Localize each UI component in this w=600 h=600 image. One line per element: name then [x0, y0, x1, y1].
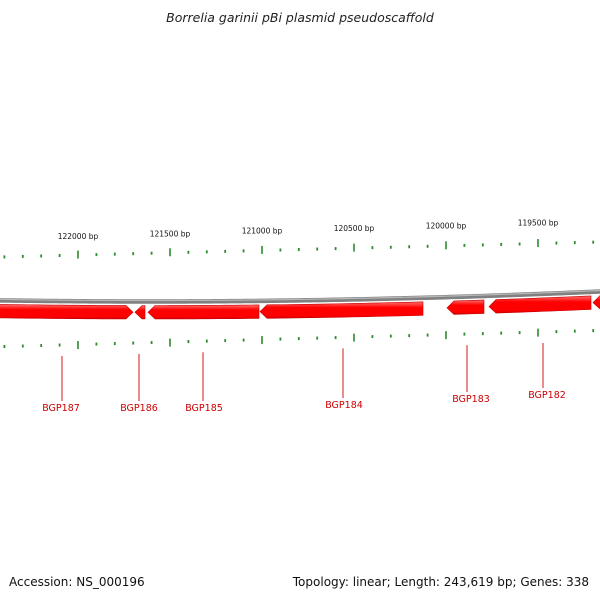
outer-minor-tick: [334, 247, 337, 251]
inner-minor-tick: [316, 336, 319, 340]
outer-minor-tick: [58, 254, 61, 258]
summary-text: Topology: linear; Length: 243,619 bp; Ge…: [292, 575, 589, 589]
outer-minor-tick: [150, 251, 153, 255]
outer-major-tick: [169, 248, 171, 257]
inner-minor-tick: [150, 341, 153, 345]
inner-minor-tick: [481, 332, 484, 336]
tick-label: 119500 bp: [518, 219, 559, 228]
inner-minor-tick: [592, 329, 595, 333]
outer-minor-tick: [279, 248, 282, 252]
inner-minor-tick: [408, 334, 411, 338]
inner-major-tick: [169, 338, 171, 347]
inner-minor-tick: [40, 344, 43, 348]
gene-label: BGP185: [185, 403, 223, 414]
inner-minor-tick: [389, 334, 392, 338]
outer-minor-tick: [95, 253, 98, 257]
gene-arrow: [134, 305, 146, 320]
backbone-highlight: [0, 289, 600, 302]
tick-label: 120500 bp: [334, 224, 375, 233]
tick-label: 120000 bp: [426, 221, 467, 230]
inner-minor-tick: [426, 333, 429, 337]
inner-major-tick: [77, 341, 79, 350]
inner-minor-tick: [242, 338, 245, 342]
inner-minor-tick: [297, 337, 300, 341]
outer-major-tick: [353, 243, 355, 252]
gene-label: BGP184: [325, 400, 363, 411]
inner-minor-tick: [224, 339, 227, 343]
tick-label: 121500 bp: [150, 229, 191, 238]
inner-minor-tick: [500, 331, 503, 335]
outer-minor-tick: [555, 241, 558, 245]
outer-tick-track: 122000 bp 121500 bp 121000 bp 120500 bp 1200…: [3, 219, 595, 259]
plasmid-backbone: [0, 289, 600, 304]
outer-minor-tick: [132, 252, 135, 256]
map-title: Borrelia garinii pBi plasmid pseudoscaff…: [166, 10, 434, 25]
outer-minor-tick: [408, 245, 411, 249]
inner-minor-tick: [371, 335, 374, 339]
accession-text: Accession: NS_000196: [9, 575, 145, 589]
gene-label: BGP187: [42, 403, 80, 414]
inner-minor-tick: [58, 343, 61, 347]
outer-minor-tick: [187, 250, 190, 254]
inner-minor-tick: [95, 342, 98, 346]
outer-minor-tick: [573, 241, 576, 245]
outer-minor-tick: [426, 244, 429, 248]
gene-arrow: [592, 295, 600, 310]
inner-minor-tick: [573, 329, 576, 333]
inner-tick-track: [3, 328, 595, 350]
gene-label: BGP182: [528, 390, 566, 401]
outer-minor-tick: [3, 255, 6, 259]
inner-major-tick: [537, 328, 539, 337]
inner-minor-tick: [187, 340, 190, 344]
inner-major-tick: [445, 331, 447, 340]
inner-minor-tick: [463, 332, 466, 336]
outer-minor-tick: [242, 249, 245, 253]
inner-minor-tick: [132, 341, 135, 345]
gene-arrow: [259, 301, 424, 319]
outer-major-tick: [77, 250, 79, 259]
tick-label: 121000 bp: [242, 227, 283, 236]
gene-track: [0, 295, 600, 320]
inner-major-tick: [261, 336, 263, 345]
tick-label: 122000 bp: [58, 232, 99, 241]
outer-minor-tick: [21, 254, 24, 258]
outer-minor-tick: [205, 250, 208, 254]
inner-minor-tick: [205, 339, 208, 343]
gene-labels: BGP187 BGP186 BGP185 BGP184 BGP183 BGP182: [42, 343, 566, 414]
outer-minor-tick: [40, 254, 43, 258]
inner-minor-tick: [555, 330, 558, 334]
gene-arrow: [488, 295, 592, 314]
outer-minor-tick: [481, 243, 484, 247]
outer-minor-tick: [518, 242, 521, 246]
outer-minor-tick: [113, 252, 116, 256]
inner-minor-tick: [518, 331, 521, 335]
outer-minor-tick: [316, 247, 319, 251]
gene-arrow: [0, 304, 134, 320]
gene-label: BGP183: [452, 394, 490, 405]
outer-minor-tick: [371, 246, 374, 250]
outer-major-tick: [537, 239, 539, 248]
inner-minor-tick: [3, 345, 6, 349]
outer-minor-tick: [500, 242, 503, 246]
outer-minor-tick: [592, 240, 595, 244]
outer-minor-tick: [463, 243, 466, 247]
inner-minor-tick: [21, 344, 24, 348]
outer-minor-tick: [297, 248, 300, 252]
inner-minor-tick: [279, 337, 282, 341]
outer-major-tick: [445, 241, 447, 250]
gene-arrow: [446, 299, 485, 315]
gene-arrow: [147, 304, 260, 320]
outer-minor-tick: [224, 249, 227, 253]
outer-major-tick: [261, 245, 263, 254]
inner-major-tick: [353, 333, 355, 342]
outer-minor-tick: [389, 245, 392, 249]
inner-minor-tick: [113, 342, 116, 346]
gene-label: BGP186: [120, 403, 158, 414]
inner-minor-tick: [334, 336, 337, 340]
